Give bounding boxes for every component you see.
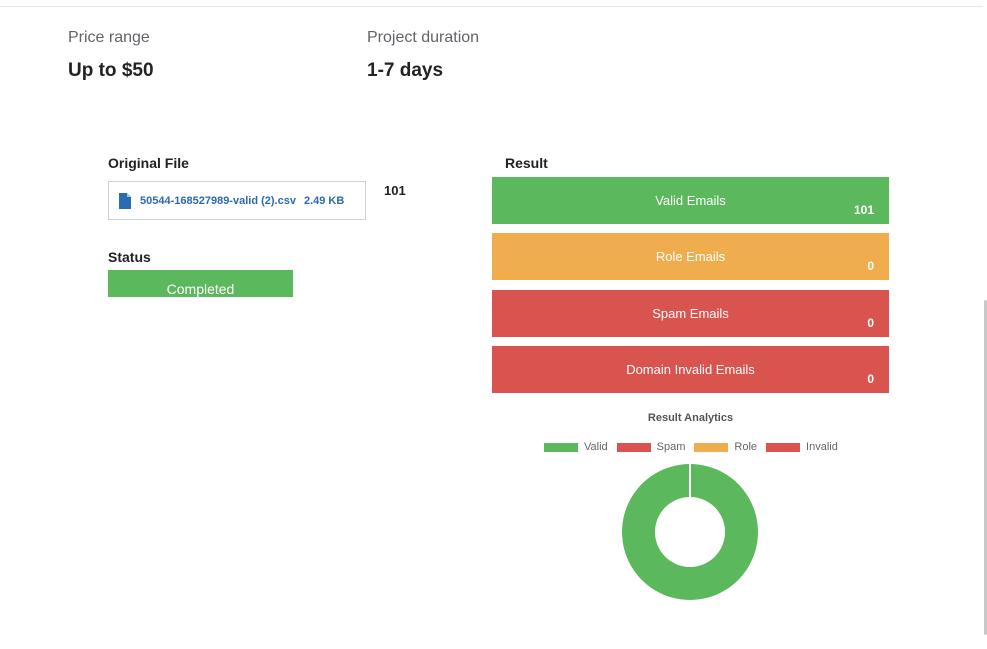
legend-item-valid[interactable]: Valid (544, 441, 608, 454)
project-duration-label: Project duration (367, 29, 480, 46)
file-icon (119, 192, 131, 209)
price-range-value: Up to $50 (68, 60, 154, 81)
price-range-block: Price range Up to $50 (68, 28, 154, 83)
legend-swatch (694, 443, 729, 452)
donut-chart (621, 464, 758, 600)
legend-label: Invalid (806, 441, 838, 453)
result-analytics-chart: Result Analytics Valid Spam Role Invalid (492, 405, 889, 615)
result-count: 0 (867, 316, 874, 330)
top-divider (0, 6, 987, 7)
legend-swatch (766, 443, 801, 452)
status-badge: Completed (108, 270, 293, 297)
result-label: Domain Invalid Emails (626, 362, 755, 377)
result-label: Role Emails (655, 249, 726, 264)
result-label: Valid Emails (655, 193, 726, 208)
price-range-label: Price range (68, 29, 150, 46)
result-count: 0 (867, 259, 874, 273)
chart-legend: Valid Spam Role Invalid (544, 441, 847, 454)
legend-swatch (544, 443, 578, 452)
result-count: 0 (867, 372, 874, 386)
file-link[interactable]: 50544-168527989-valid (2).csv 2.49 KB (108, 181, 366, 220)
project-duration-value: 1-7 days (367, 60, 444, 81)
legend-item-spam[interactable]: Spam (616, 441, 686, 454)
donut-slice-valid[interactable] (621, 464, 758, 600)
project-duration-block: Project duration 1-7 days (367, 28, 479, 83)
scrollbar-thumb[interactable] (984, 300, 987, 635)
status-title: Status (108, 249, 151, 265)
legend-item-invalid[interactable]: Invalid (766, 441, 838, 454)
file-size: 2.49 KB (303, 194, 345, 207)
original-file-title: Original File (108, 155, 189, 171)
chart-title: Result Analytics (647, 412, 734, 424)
legend-item-role[interactable]: Role (694, 441, 757, 454)
result-card-domain-invalid: Domain Invalid Emails 0 (492, 346, 889, 393)
result-card-valid: Valid Emails 101 (492, 177, 889, 224)
legend-label: Spam (656, 441, 686, 453)
legend-label: Valid (584, 441, 608, 453)
file-name[interactable]: 50544-168527989-valid (2).csv (140, 194, 296, 207)
legend-label: Role (734, 441, 758, 453)
result-card-spam: Spam Emails 0 (492, 290, 889, 337)
result-title: Result (505, 155, 548, 171)
result-count: 101 (853, 203, 874, 217)
legend-swatch (616, 443, 651, 452)
result-card-role: Role Emails 0 (492, 233, 889, 280)
file-record-count: 101 (384, 183, 406, 198)
result-label: Spam Emails (652, 306, 729, 321)
